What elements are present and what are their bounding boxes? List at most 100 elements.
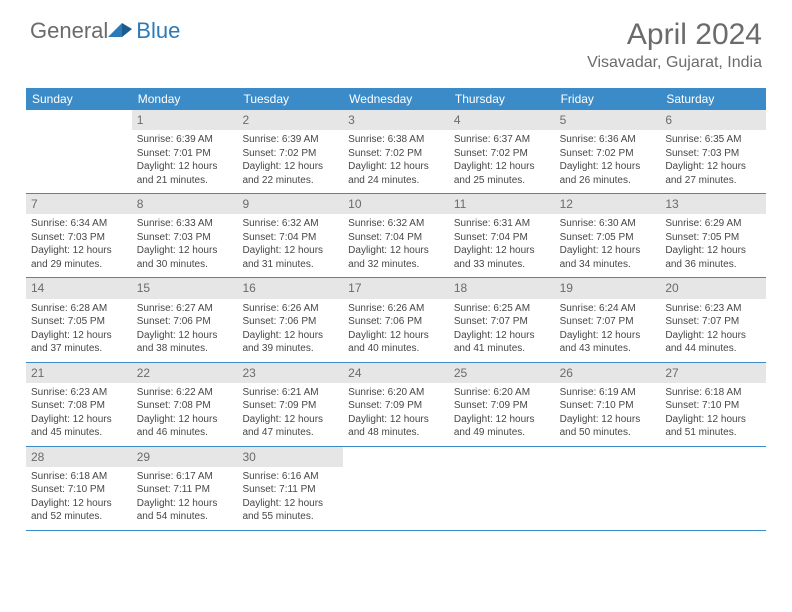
day-cell: 27 Sunrise: 6:18 AMSunset: 7:10 PMDayligh… bbox=[660, 363, 766, 446]
day-number bbox=[449, 447, 555, 467]
day-number: 9 bbox=[237, 194, 343, 214]
day-cell: 20Sunrise: 6:23 AMSunset: 7:07 PMDayligh… bbox=[660, 278, 766, 361]
day-number: 2 bbox=[237, 110, 343, 130]
sunset-text: Sunset: 7:03 PM bbox=[665, 147, 761, 161]
day-info: Sunrise: 6:18 AMSunset: 7:10 PMDaylight:… bbox=[31, 470, 127, 524]
day-number: 11 bbox=[449, 194, 555, 214]
sunrise-text: Sunrise: 6:35 AM bbox=[665, 133, 761, 147]
sunrise-text: Sunrise: 6:29 AM bbox=[665, 217, 761, 231]
sunrise-text: Sunrise: 6:33 AM bbox=[137, 217, 233, 231]
day-header-cell: Thursday bbox=[449, 88, 555, 110]
daylight-text: Daylight: 12 hours and 24 minutes. bbox=[348, 160, 444, 187]
day-info: Sunrise: 6:24 AMSunset: 7:07 PMDaylight:… bbox=[560, 302, 656, 356]
sunset-text: Sunset: 7:04 PM bbox=[454, 231, 550, 245]
day-info: Sunrise: 6:39 AMSunset: 7:01 PMDaylight:… bbox=[137, 133, 233, 187]
day-number: 12 bbox=[555, 194, 661, 214]
daylight-text: Daylight: 12 hours and 41 minutes. bbox=[454, 329, 550, 356]
day-info: Sunrise: 6:25 AMSunset: 7:07 PMDaylight:… bbox=[454, 302, 550, 356]
day-cell: 30Sunrise: 6:16 AMSunset: 7:11 PMDayligh… bbox=[237, 447, 343, 530]
day-number bbox=[555, 447, 661, 467]
sunrise-text: Sunrise: 6:28 AM bbox=[31, 302, 127, 316]
day-cell: 1Sunrise: 6:39 AMSunset: 7:01 PMDaylight… bbox=[132, 110, 238, 193]
daylight-text: Daylight: 12 hours and 39 minutes. bbox=[242, 329, 338, 356]
day-number: 19 bbox=[555, 278, 661, 298]
day-cell: 29Sunrise: 6:17 AMSunset: 7:11 PMDayligh… bbox=[132, 447, 238, 530]
sunrise-text: Sunrise: 6:23 AM bbox=[665, 302, 761, 316]
day-number: 5 bbox=[555, 110, 661, 130]
sunset-text: Sunset: 7:01 PM bbox=[137, 147, 233, 161]
sunrise-text: Sunrise: 6:32 AM bbox=[348, 217, 444, 231]
daylight-text: Daylight: 12 hours and 29 minutes. bbox=[31, 244, 127, 271]
day-number: 16 bbox=[237, 278, 343, 298]
day-header-cell: Tuesday bbox=[237, 88, 343, 110]
logo-text-general: General bbox=[30, 18, 108, 44]
sunset-text: Sunset: 7:03 PM bbox=[137, 231, 233, 245]
daylight-text: Daylight: 12 hours and 37 minutes. bbox=[31, 329, 127, 356]
daylight-text: Daylight: 12 hours and 26 minutes. bbox=[560, 160, 656, 187]
sunrise-text: Sunrise: 6:30 AM bbox=[560, 217, 656, 231]
daylight-text: Daylight: 12 hours and 32 minutes. bbox=[348, 244, 444, 271]
sunrise-text: Sunrise: 6:38 AM bbox=[348, 133, 444, 147]
day-info: Sunrise: 6:20 AMSunset: 7:09 PMDaylight:… bbox=[454, 386, 550, 440]
sunrise-text: Sunrise: 6:16 AM bbox=[242, 470, 338, 484]
sunrise-text: Sunrise: 6:23 AM bbox=[31, 386, 127, 400]
daylight-text: Daylight: 12 hours and 30 minutes. bbox=[137, 244, 233, 271]
sunrise-text: Sunrise: 6:17 AM bbox=[137, 470, 233, 484]
day-info: Sunrise: 6:22 AMSunset: 7:08 PMDaylight:… bbox=[137, 386, 233, 440]
daylight-text: Daylight: 12 hours and 48 minutes. bbox=[348, 413, 444, 440]
day-info: Sunrise: 6:18 AMSunset: 7:10 PMDaylight:… bbox=[665, 386, 761, 440]
day-cell: 17Sunrise: 6:26 AMSunset: 7:06 PMDayligh… bbox=[343, 278, 449, 361]
daylight-text: Daylight: 12 hours and 25 minutes. bbox=[454, 160, 550, 187]
location-text: Visavadar, Gujarat, India bbox=[587, 54, 762, 72]
daylight-text: Daylight: 12 hours and 33 minutes. bbox=[454, 244, 550, 271]
day-cell: 6Sunrise: 6:35 AMSunset: 7:03 PMDaylight… bbox=[660, 110, 766, 193]
daylight-text: Daylight: 12 hours and 51 minutes. bbox=[665, 413, 761, 440]
daylight-text: Daylight: 12 hours and 38 minutes. bbox=[137, 329, 233, 356]
day-number: 17 bbox=[343, 278, 449, 298]
sunrise-text: Sunrise: 6:32 AM bbox=[242, 217, 338, 231]
sunset-text: Sunset: 7:10 PM bbox=[665, 399, 761, 413]
daylight-text: Daylight: 12 hours and 46 minutes. bbox=[137, 413, 233, 440]
day-info: Sunrise: 6:36 AMSunset: 7:02 PMDaylight:… bbox=[560, 133, 656, 187]
daylight-text: Daylight: 12 hours and 21 minutes. bbox=[137, 160, 233, 187]
day-info: Sunrise: 6:19 AMSunset: 7:10 PMDaylight:… bbox=[560, 386, 656, 440]
daylight-text: Daylight: 12 hours and 50 minutes. bbox=[560, 413, 656, 440]
sunrise-text: Sunrise: 6:24 AM bbox=[560, 302, 656, 316]
sunrise-text: Sunrise: 6:18 AM bbox=[31, 470, 127, 484]
day-number: 27 bbox=[660, 363, 766, 383]
day-info: Sunrise: 6:28 AMSunset: 7:05 PMDaylight:… bbox=[31, 302, 127, 356]
day-info: Sunrise: 6:29 AMSunset: 7:05 PMDaylight:… bbox=[665, 217, 761, 271]
week-row: 7Sunrise: 6:34 AMSunset: 7:03 PMDaylight… bbox=[26, 194, 766, 278]
sunrise-text: Sunrise: 6:20 AM bbox=[348, 386, 444, 400]
sunset-text: Sunset: 7:06 PM bbox=[348, 315, 444, 329]
day-number: 10 bbox=[343, 194, 449, 214]
day-cell: 9Sunrise: 6:32 AMSunset: 7:04 PMDaylight… bbox=[237, 194, 343, 277]
daylight-text: Daylight: 12 hours and 44 minutes. bbox=[665, 329, 761, 356]
sunrise-text: Sunrise: 6:39 AM bbox=[242, 133, 338, 147]
day-info: Sunrise: 6:27 AMSunset: 7:06 PMDaylight:… bbox=[137, 302, 233, 356]
day-cell: 10 Sunrise: 6:32 AMSunset: 7:04 PMDayligh… bbox=[343, 194, 449, 277]
day-cell: 21Sunrise: 6:23 AMSunset: 7:08 PMDayligh… bbox=[26, 363, 132, 446]
sunset-text: Sunset: 7:02 PM bbox=[242, 147, 338, 161]
month-title: April 2024 bbox=[587, 18, 762, 52]
sunset-text: Sunset: 7:04 PM bbox=[348, 231, 444, 245]
day-number: 8 bbox=[132, 194, 238, 214]
day-info: Sunrise: 6:37 AMSunset: 7:02 PMDaylight:… bbox=[454, 133, 550, 187]
day-cell: 7Sunrise: 6:34 AMSunset: 7:03 PMDaylight… bbox=[26, 194, 132, 277]
day-cell: 5 Sunrise: 6:36 AMSunset: 7:02 PMDaylight… bbox=[555, 110, 661, 193]
daylight-text: Daylight: 12 hours and 54 minutes. bbox=[137, 497, 233, 524]
logo: General Blue bbox=[30, 18, 180, 44]
daylight-text: Daylight: 12 hours and 31 minutes. bbox=[242, 244, 338, 271]
sunrise-text: Sunrise: 6:27 AM bbox=[137, 302, 233, 316]
sunset-text: Sunset: 7:05 PM bbox=[560, 231, 656, 245]
day-info: Sunrise: 6:17 AMSunset: 7:11 PMDaylight:… bbox=[137, 470, 233, 524]
daylight-text: Daylight: 12 hours and 36 minutes. bbox=[665, 244, 761, 271]
sunset-text: Sunset: 7:09 PM bbox=[454, 399, 550, 413]
day-header-cell: Sunday bbox=[26, 88, 132, 110]
day-cell: 26Sunrise: 6:19 AMSunset: 7:10 PMDayligh… bbox=[555, 363, 661, 446]
day-number: 21 bbox=[26, 363, 132, 383]
day-number: 22 bbox=[132, 363, 238, 383]
day-cell: 22 Sunrise: 6:22 AMSunset: 7:08 PMDayligh… bbox=[132, 363, 238, 446]
sunrise-text: Sunrise: 6:25 AM bbox=[454, 302, 550, 316]
day-cell bbox=[343, 447, 449, 530]
